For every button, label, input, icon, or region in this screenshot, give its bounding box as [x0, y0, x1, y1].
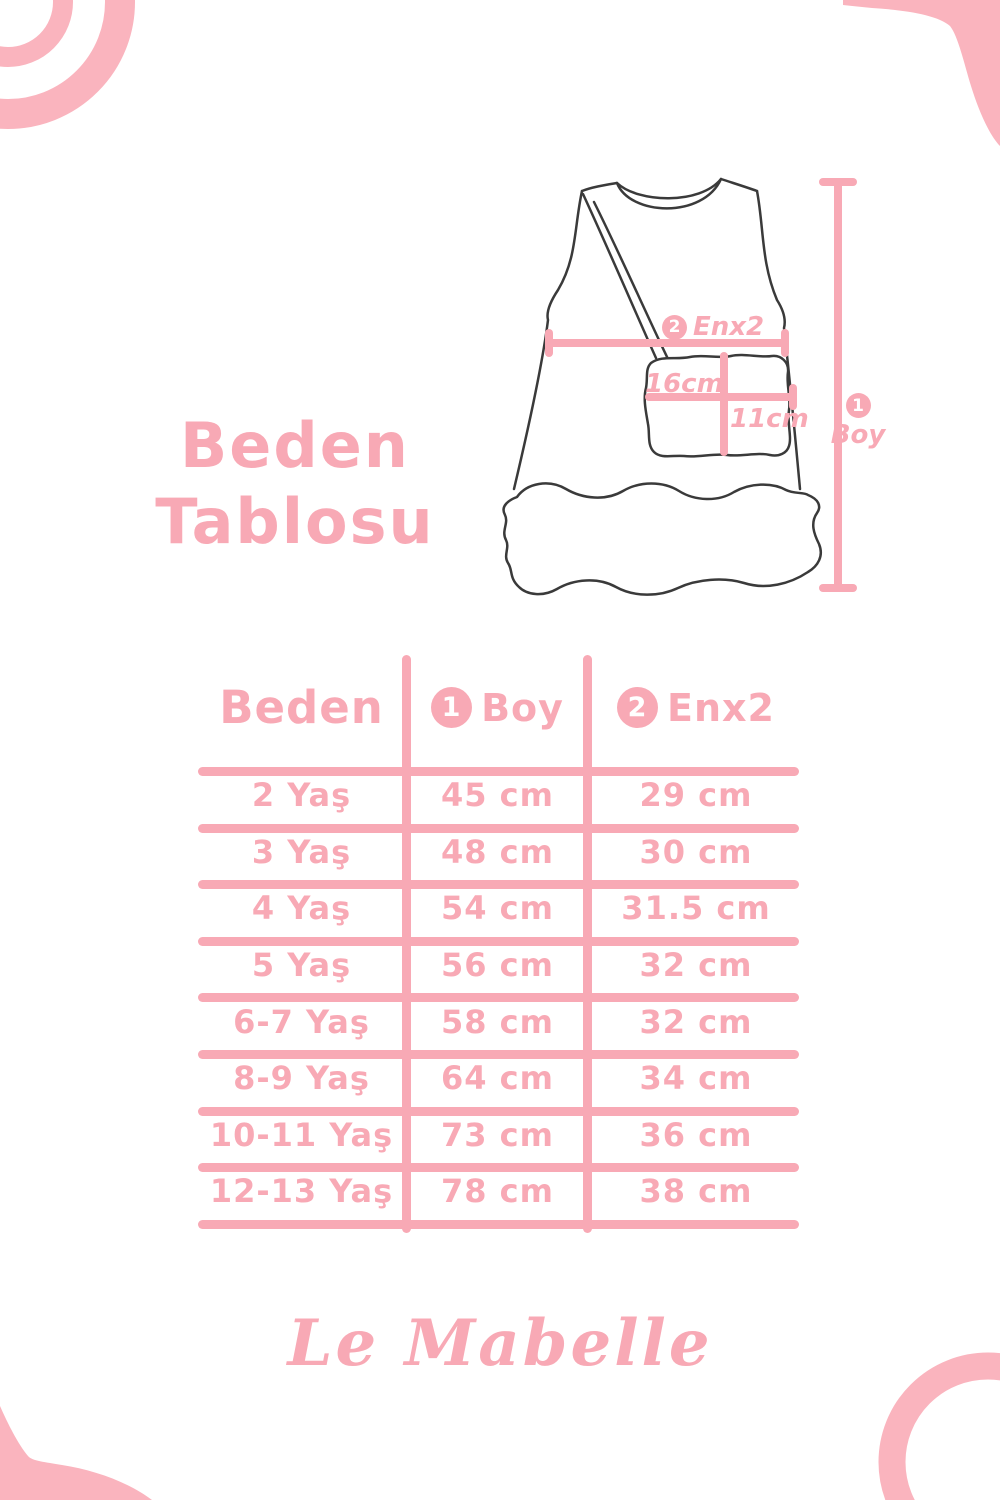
boy-cell: 48 cm	[441, 832, 554, 871]
size-cell: 10-11 Yaş	[209, 1115, 394, 1154]
enx2-cell: 34 cm	[639, 1059, 753, 1098]
dress-illustration	[502, 177, 823, 596]
circled-1-icon: 1	[431, 687, 473, 728]
corner-blob-bottom-left	[0, 1406, 152, 1500]
boy-cell: 78 cm	[441, 1172, 554, 1211]
size-cell: 8-9 Yaş	[233, 1059, 370, 1098]
table-horizontal-line	[198, 1106, 799, 1116]
col-header-boy-text: Boy	[481, 685, 564, 730]
table-horizontal-line	[198, 767, 799, 776]
boy-cell: 56 cm	[441, 946, 554, 985]
bag-width-label: 16cm	[645, 369, 724, 399]
page-title: Beden Tablosu	[155, 409, 435, 558]
boy-cell: 54 cm	[441, 889, 554, 928]
bag-strap-right-edge	[592, 200, 671, 363]
corner-swirl-outer-ring-top-left	[0, 0, 135, 129]
corner-blob-top-right	[843, 0, 1000, 146]
size-table-grid: Beden 1 Boy 2 Enx2 2 Yaş 45 cm 29 cm 3 Y…	[196, 648, 804, 1220]
bag-height-label: 11cm	[730, 404, 809, 434]
table-horizontal-line	[198, 880, 799, 890]
size-cell: 12-13 Yaş	[209, 1172, 394, 1211]
boy-cell: 58 cm	[441, 1002, 554, 1041]
enx2-measure-label: 2 Enx2	[662, 312, 764, 342]
measurement-lines	[545, 178, 857, 592]
dress-left-seam	[512, 189, 584, 491]
size-cell: 4 Yaş	[251, 889, 352, 928]
circled-2-icon: 2	[662, 314, 687, 340]
enx2-measure-text: Enx2	[693, 312, 765, 342]
table-horizontal-line	[198, 936, 799, 946]
size-cell: 6-7 Yaş	[233, 1002, 370, 1041]
table-horizontal-line	[198, 993, 799, 1003]
enx2-cell: 38 cm	[639, 1172, 753, 1211]
table-horizontal-line	[198, 1163, 799, 1173]
dress-neckline-inner	[615, 177, 723, 200]
col-header-enx2: 2 Enx2	[588, 648, 804, 767]
bag-outline	[643, 353, 792, 458]
boy-measure-label: 1 Boy	[831, 393, 885, 450]
boy-cell: 64 cm	[441, 1059, 554, 1098]
corner-swirl-inner-ring-top-left	[0, 0, 73, 67]
size-cell: 5 Yaş	[251, 946, 352, 985]
enx2-cell: 32 cm	[639, 1002, 753, 1041]
boy-cell: 73 cm	[441, 1115, 554, 1154]
enx2-cell: 29 cm	[639, 776, 753, 815]
bag-strap-left-edge	[581, 192, 658, 360]
size-table: Beden 1 Boy 2 Enx2 2 Yaş 45 cm 29 cm 3 Y…	[196, 648, 804, 1238]
size-cell: 2 Yaş	[251, 776, 352, 815]
col-header-boy: 1 Boy	[407, 648, 588, 767]
col-header-beden: Beden	[219, 681, 384, 734]
table-horizontal-line	[198, 1050, 799, 1059]
dress-right-seam	[755, 189, 802, 491]
corner-ring-bottom-right	[878, 1352, 1000, 1500]
boy-measure-text: Boy	[830, 420, 886, 450]
circled-1-icon: 1	[845, 393, 871, 418]
boy-cell: 45 cm	[441, 776, 554, 815]
brand-logo: Le Mabelle	[287, 1306, 713, 1381]
enx2-cell: 36 cm	[639, 1115, 753, 1154]
table-horizontal-line	[198, 823, 799, 833]
enx2-cell: 31.5 cm	[621, 889, 771, 928]
enx2-cell: 30 cm	[639, 832, 753, 871]
dress-ruffle	[502, 482, 823, 596]
table-horizontal-line	[198, 1219, 799, 1229]
size-cell: 3 Yaş	[251, 832, 352, 871]
circled-2-icon: 2	[617, 687, 659, 728]
dress-neckline-outer	[580, 177, 759, 210]
enx2-cell: 32 cm	[639, 946, 753, 985]
col-header-enx2-text: Enx2	[667, 685, 775, 730]
